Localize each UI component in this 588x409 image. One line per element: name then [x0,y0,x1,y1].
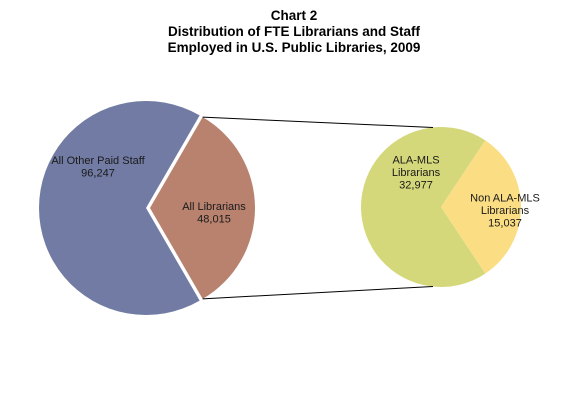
data-label-all-other-paid-staff-line: 96,247 [81,167,115,179]
chart-title-line: Employed in U.S. Public Libraries, 2009 [167,40,421,55]
pie-slice-non-ala-mls-librarians [441,140,521,274]
connector-line-top [202,116,434,128]
pie-slice-all-librarians [150,117,255,299]
data-label-non-ala-mls-librarians-line: Non ALA-MLS [470,193,540,205]
data-label-non-ala-mls-librarians-line: Librarians [481,205,530,217]
chart-title-line: Chart 2 [270,8,318,23]
data-label-ala-mls-librarians: ALA-MLS Librarians 32,977 [392,155,441,192]
data-label-non-ala-mls-librarians: Non ALA-MLS Librarians 15,037 [470,193,540,230]
data-label-all-librarians-line: 48,015 [197,213,231,225]
connector-line-bottom [202,286,434,300]
data-label-all-librarians-line: All Librarians [182,201,246,213]
data-label-all-other-paid-staff: All Other Paid Staff 96,247 [51,155,145,180]
data-label-all-other-paid-staff-line: All Other Paid Staff [51,155,145,167]
pie-slice-ala-mls-librarians [360,126,486,287]
data-label-ala-mls-librarians-line: ALA-MLS [392,155,439,167]
chart-title: Chart 2 Distribution of FTE Librarians a… [0,8,588,56]
data-label-ala-mls-librarians-line: Librarians [392,167,441,179]
pie-slice-all-other-paid-staff [39,100,200,315]
chart-title-line: Distribution of FTE Librarians and Staff [167,24,420,39]
data-label-all-librarians: All Librarians 48,015 [182,201,246,226]
data-label-ala-mls-librarians-line: 32,977 [399,180,433,192]
data-label-non-ala-mls-librarians-line: 15,037 [488,218,522,230]
